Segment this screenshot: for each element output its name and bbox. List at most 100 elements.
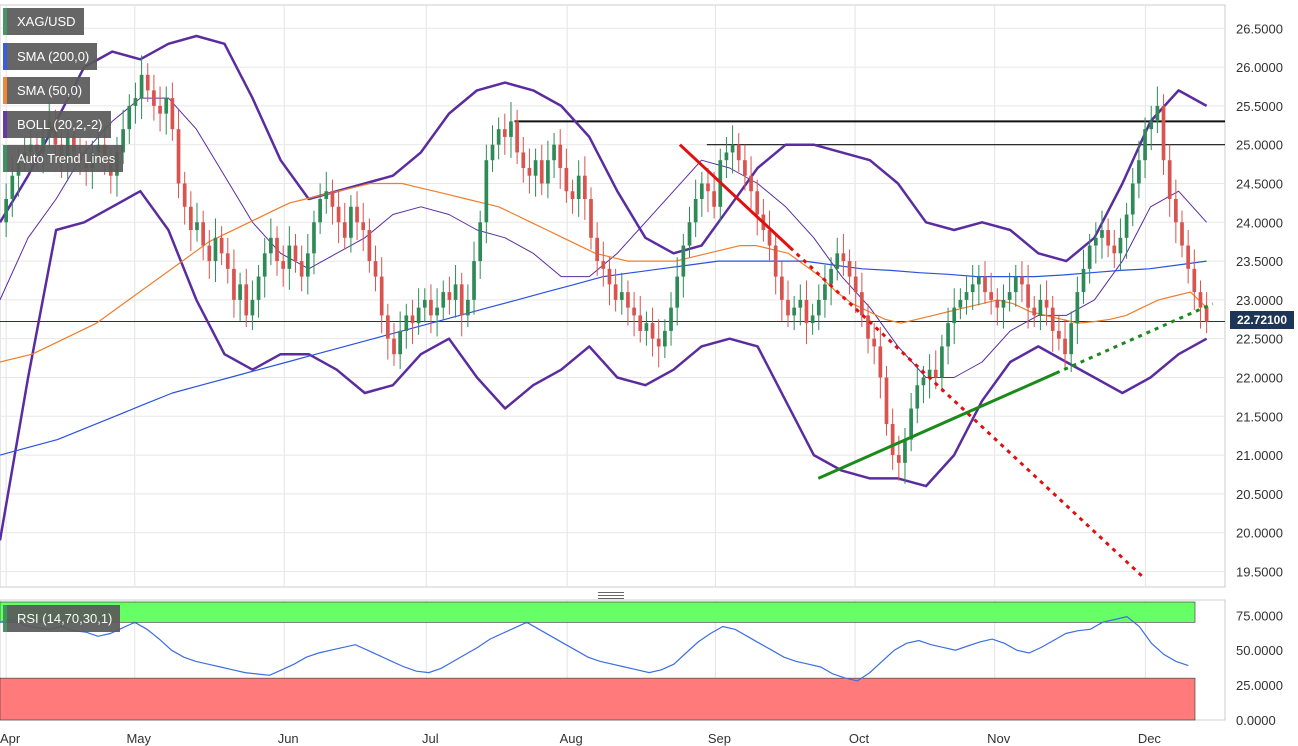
candle-body (466, 299, 470, 316)
candle-body (644, 323, 649, 331)
candle-body (379, 276, 384, 316)
candle-body (564, 167, 569, 192)
boll-upper-band (0, 34, 1208, 263)
candle-body (915, 385, 920, 409)
candle-body (244, 284, 249, 316)
candle-body (835, 253, 840, 269)
legend-sma50[interactable]: SMA (50,0) (3, 77, 91, 104)
candle-body (152, 90, 156, 106)
candle-body (958, 299, 963, 308)
candle-body (1192, 268, 1197, 293)
candle-body (1069, 323, 1074, 355)
y-tick-label: 20.5000 (1236, 487, 1283, 502)
candle-body (1161, 105, 1166, 161)
candle-body (699, 183, 704, 199)
candle-body (133, 98, 138, 106)
candle-body (1001, 299, 1006, 308)
candle-body (1063, 338, 1067, 355)
candle-body (952, 307, 957, 324)
candle-body (164, 98, 169, 114)
candle-body (1130, 183, 1135, 215)
rsi-zones (0, 601, 1196, 721)
candle-body (453, 284, 458, 300)
x-tick-label: Nov (987, 731, 1011, 746)
candle-body (41, 136, 45, 153)
candle-body (10, 175, 15, 199)
candle-body (693, 199, 698, 223)
candle-body (515, 121, 519, 153)
candle-body (878, 346, 883, 378)
moving-averages (0, 182, 1208, 456)
candle-body (410, 315, 415, 324)
candle-body (385, 315, 390, 339)
uptrend-line (817, 371, 1057, 480)
rsi-tick-label: 50.0000 (1236, 643, 1283, 658)
candle-body (312, 222, 316, 254)
candle-body (724, 152, 729, 161)
candle-body (330, 191, 335, 207)
candle-body (121, 129, 125, 153)
candle-body (841, 253, 846, 262)
pane-resize-handle[interactable] (598, 590, 624, 599)
candle-body (927, 369, 932, 378)
candle-body (767, 230, 772, 246)
candle-body (675, 276, 680, 308)
candle-body (632, 307, 636, 316)
candle-body (72, 136, 76, 153)
candle-body (558, 144, 563, 168)
candle-body (318, 199, 322, 223)
candle-body (182, 183, 187, 207)
main-pane-border (0, 4, 1226, 588)
candle-body (1137, 160, 1141, 184)
candle-body (712, 191, 716, 207)
candle-body (490, 144, 495, 161)
rsi-overbought-zone (0, 601, 1196, 623)
trend-lines (678, 143, 1214, 581)
candle-body (872, 338, 877, 347)
candle-body (188, 206, 193, 231)
candle-body (1007, 292, 1012, 300)
candle-body (287, 245, 292, 269)
candle-body (946, 323, 950, 347)
candle-body (201, 222, 206, 246)
legend-rsi[interactable]: RSI (14,70,30,1) (3, 605, 121, 632)
candle-body (570, 191, 575, 199)
candle-body (398, 330, 403, 355)
candle-body (798, 299, 803, 308)
candle-body (238, 284, 242, 300)
candle-body (447, 292, 452, 300)
candle-body (435, 307, 439, 316)
candle-body (1149, 121, 1154, 130)
legend-sma200[interactable]: SMA (200,0) (3, 43, 98, 70)
candle-body (607, 268, 612, 285)
candle-body (1100, 230, 1104, 238)
x-tick-label: Apr (0, 731, 21, 746)
candle-body (392, 338, 396, 355)
legend-trend-lines[interactable]: Auto Trend Lines (3, 145, 124, 172)
candle-body (441, 292, 446, 308)
candle-body (1081, 268, 1086, 293)
candle-body (909, 408, 913, 440)
candle-body (373, 261, 378, 277)
y-tick-label: 19.5000 (1236, 564, 1283, 579)
candle-body (539, 160, 544, 184)
candle-body (281, 261, 286, 269)
candle-body (681, 245, 686, 277)
y-tick-label: 21.5000 (1236, 409, 1283, 424)
candle-body (853, 276, 858, 293)
legend-symbol[interactable]: XAG/USD (3, 8, 84, 35)
candle-body (250, 299, 255, 316)
candle-body (262, 253, 267, 277)
legend-boll[interactable]: BOLL (20,2,-2) (3, 111, 111, 138)
candle-body (342, 222, 347, 238)
candle-body (1050, 307, 1055, 331)
candle-body (933, 369, 938, 378)
candle-body (225, 253, 230, 269)
rsi-axis: 75.0000 50.0000 25.0000 0.0000 (1236, 608, 1283, 728)
candle-body (669, 307, 673, 331)
candle-body (1013, 276, 1018, 293)
candle-body (1173, 199, 1178, 223)
candle-body (367, 230, 372, 262)
candle-body (1026, 284, 1030, 308)
